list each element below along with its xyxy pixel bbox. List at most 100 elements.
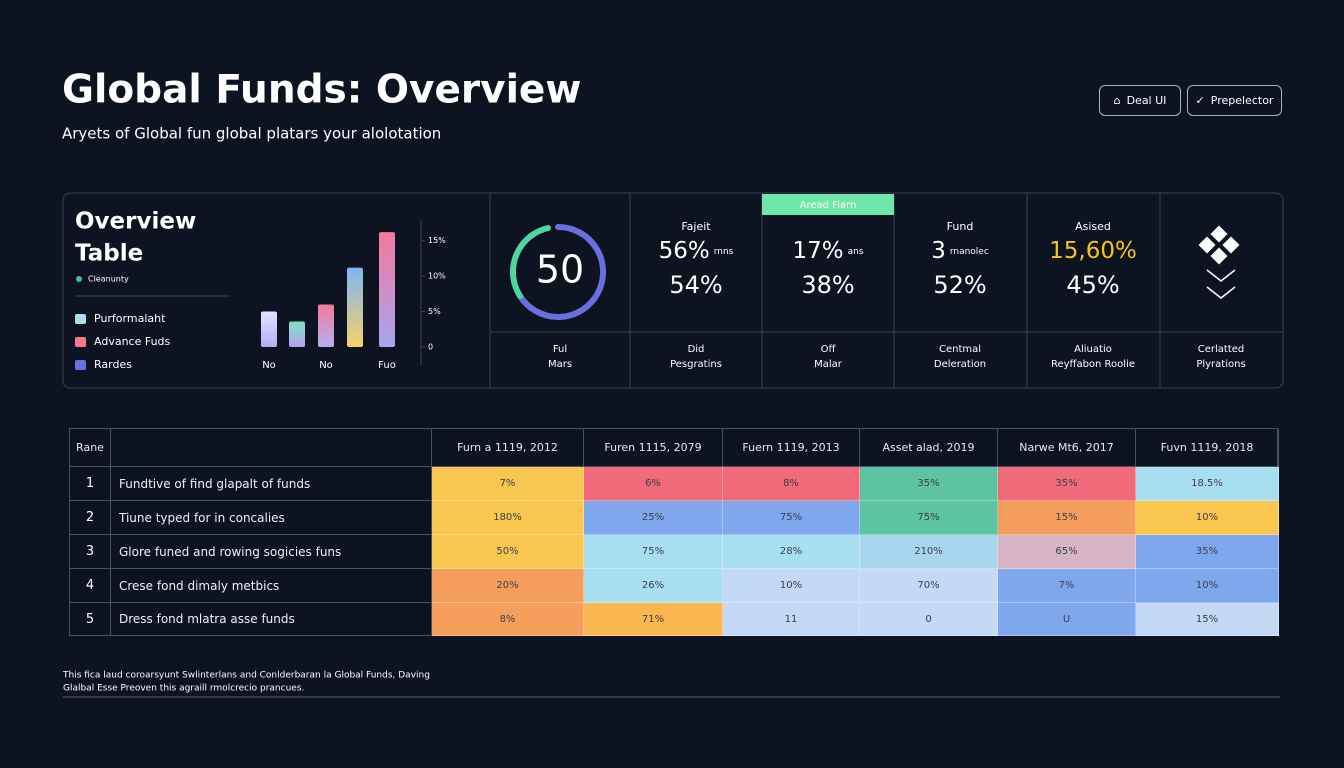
header-cell: Asset alad, 2019 <box>860 429 998 467</box>
value-cell: U <box>998 603 1136 636</box>
rank-cell: 4 <box>70 569 111 603</box>
kpi-value: 15,60% <box>1049 238 1137 264</box>
x-tick-label: Fuo <box>378 360 396 371</box>
value-cell: 35% <box>1136 535 1279 569</box>
header-cell <box>111 429 432 467</box>
value-cell: 8% <box>432 603 584 636</box>
button-label[interactable]: Prepelector <box>1210 94 1274 107</box>
value-cell: 35% <box>860 467 998 501</box>
y-tick-label: 10% <box>428 272 446 281</box>
button[interactable]: ⌂ Deal UI <box>1099 85 1181 116</box>
kpi-caption: Cerlatted <box>1198 344 1245 355</box>
kpi-unit: ans <box>848 247 864 257</box>
legend-label: Advance Fuds <box>94 335 171 348</box>
value-cell: 50% <box>432 535 584 569</box>
kpi-label: Fajeit <box>681 220 711 233</box>
rank-cell: 1 <box>70 467 111 501</box>
value-cell: 15% <box>998 501 1136 535</box>
header-cell: Furen 1115, 2079 <box>584 429 723 467</box>
table: Rane Furn a 1119, 2012 Furen 1115, 2079 Fue… <box>69 428 1279 636</box>
overview-title: Table <box>75 241 143 267</box>
value-cell: 35% <box>998 467 1136 501</box>
value-cell: 20% <box>432 569 584 603</box>
overview-title: Overview <box>75 209 196 235</box>
row-label: Tiune typed for in concalies <box>111 501 432 535</box>
bar <box>261 311 277 347</box>
value-cell: 25% <box>584 501 723 535</box>
row-label: Glore funed and rowing sogicies funs <box>111 535 432 569</box>
value-cell: 65% <box>998 535 1136 569</box>
y-tick-label: 5% <box>428 307 441 316</box>
kpi-unit: rnns <box>714 247 734 257</box>
value-cell: 10% <box>1136 501 1279 535</box>
icon: ⌂ <box>1113 94 1121 107</box>
kpi-caption: Plyrations <box>1196 359 1245 370</box>
kpi-primary: 3 rnanolec <box>931 238 989 264</box>
header-cell: Furn a 1119, 2012 <box>432 429 584 467</box>
value-cell: 6% <box>584 467 723 501</box>
kpi-caption: Did <box>688 344 705 355</box>
header-cell: Fuvn 1119, 2018 <box>1136 429 1279 467</box>
kpi-caption: Malar <box>814 359 843 370</box>
kpi-secondary: 45% <box>1066 271 1119 299</box>
overview-panel <box>62 192 1284 389</box>
value-cell: 10% <box>1136 569 1279 603</box>
bar <box>379 232 395 347</box>
kpi-primary: 17% ans <box>792 238 863 264</box>
kpi-caption: Reyffabon Roolie <box>1051 359 1135 370</box>
kpi-primary: 15,60% <box>1049 238 1137 264</box>
kpi-caption: Mars <box>548 359 572 370</box>
value-cell: 7% <box>432 467 584 501</box>
bar <box>318 304 334 347</box>
value-cell: 0 <box>860 603 998 636</box>
legend-swatch <box>75 337 86 347</box>
value-cell: 10% <box>723 569 860 603</box>
value-cell: 210% <box>860 535 998 569</box>
button-label[interactable]: Deal UI <box>1126 94 1167 107</box>
kpi-caption: Deleration <box>934 359 986 370</box>
value-cell: 70% <box>860 569 998 603</box>
value-cell: 7% <box>998 569 1136 603</box>
kpi-value: 3 <box>931 238 946 264</box>
value-cell: 75% <box>584 535 723 569</box>
legend-label: Purformalaht <box>94 312 166 325</box>
kpi-secondary: 54% <box>669 271 722 299</box>
panel-dividers <box>75 193 1283 388</box>
rank-cell: 3 <box>70 535 111 569</box>
value-cell: 180% <box>432 501 584 535</box>
icon-diamonds <box>1198 225 1240 265</box>
value-cell: 75% <box>860 501 998 535</box>
kpi-caption: Pesgratins <box>670 359 722 370</box>
kpi-value: 56% <box>659 238 710 264</box>
value-cell: 8% <box>723 467 860 501</box>
footer-note: Glalbal Esse Preoven this agraill rmolcr… <box>63 684 304 694</box>
x-tick-label: No <box>262 360 276 371</box>
button[interactable]: ✓ Prepelector <box>1187 85 1282 116</box>
kpi-label: Asised <box>1075 220 1111 233</box>
value-cell: 26% <box>584 569 723 603</box>
gauge-value: 50 <box>536 248 584 292</box>
x-tick-label: No <box>319 360 333 371</box>
legend-label: Rardes <box>94 358 132 371</box>
value-cell: 71% <box>584 603 723 636</box>
row-label: Dress fond mlatra asse funds <box>111 603 432 636</box>
value-cell: 75% <box>723 501 860 535</box>
kpi-unit: rnanolec <box>950 247 989 257</box>
header-cell: Rane <box>70 429 111 467</box>
value-cell: 28% <box>723 535 860 569</box>
kpi-caption: Centmal <box>939 344 981 355</box>
value-cell: 11 <box>723 603 860 636</box>
icon-chevrons <box>1206 269 1236 299</box>
gauge-arc <box>517 224 607 320</box>
tab-label: Aread Fiarn <box>800 200 857 211</box>
value-cell: 18.5% <box>1136 467 1279 501</box>
kpi-label: Fund <box>947 220 974 233</box>
page-title: Global Funds: Overview <box>62 68 581 113</box>
kpi-value: 17% <box>792 238 843 264</box>
bar <box>347 267 363 347</box>
kpi-caption: Aliuatio <box>1074 344 1112 355</box>
y-tick-label: 15% <box>428 236 446 245</box>
header-cell: Fuern 1119, 2013 <box>723 429 860 467</box>
